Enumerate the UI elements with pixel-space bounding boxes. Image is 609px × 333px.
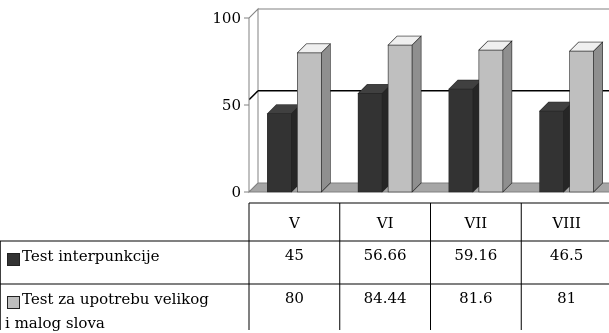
legend-label: i malog slova: [5, 314, 105, 332]
bar-side: [411, 35, 422, 193]
reference-line-side: [248, 90, 259, 101]
legend-swatch: [7, 296, 20, 309]
data-label: 84.44: [363, 289, 407, 307]
data-label: 56.66: [363, 246, 407, 264]
x-tick-label: V: [288, 214, 300, 232]
x-tick-label: VII: [464, 214, 488, 232]
bar: [296, 43, 332, 193]
x-tick-label: VI: [376, 214, 394, 232]
bar-front: [357, 93, 383, 193]
data-table-grid: [0, 202, 609, 330]
bar-side: [502, 40, 513, 193]
x-tick-label: VIII: [552, 214, 581, 232]
bar-front: [478, 49, 504, 193]
y-tick-label: 100: [212, 9, 241, 27]
bar: [478, 40, 513, 193]
bar-side: [593, 41, 603, 193]
bar-front: [448, 88, 474, 193]
bar: [387, 35, 422, 193]
y-tick-label: 50: [222, 96, 241, 114]
data-label: 80: [284, 289, 304, 307]
y-axis: 0 50 100: [212, 9, 250, 201]
data-label: 45: [284, 246, 304, 264]
bar-front: [387, 44, 413, 193]
bars-layer: [266, 35, 604, 193]
bar-front: [569, 50, 594, 193]
legend-swatch: [7, 253, 20, 266]
data-label: 59.16: [454, 246, 498, 264]
legend-label: Test interpunkcije: [22, 247, 160, 265]
bar: [266, 103, 302, 193]
bar-side: [321, 43, 331, 193]
data-label: 81: [557, 289, 577, 307]
data-label: 46.5: [549, 246, 584, 264]
bar: [568, 41, 604, 193]
data-label: 81.6: [459, 289, 493, 307]
bar-front: [267, 113, 292, 193]
y-tick-label: 0: [231, 183, 241, 201]
legend-label: Test za upotrebu velikog: [22, 290, 209, 308]
